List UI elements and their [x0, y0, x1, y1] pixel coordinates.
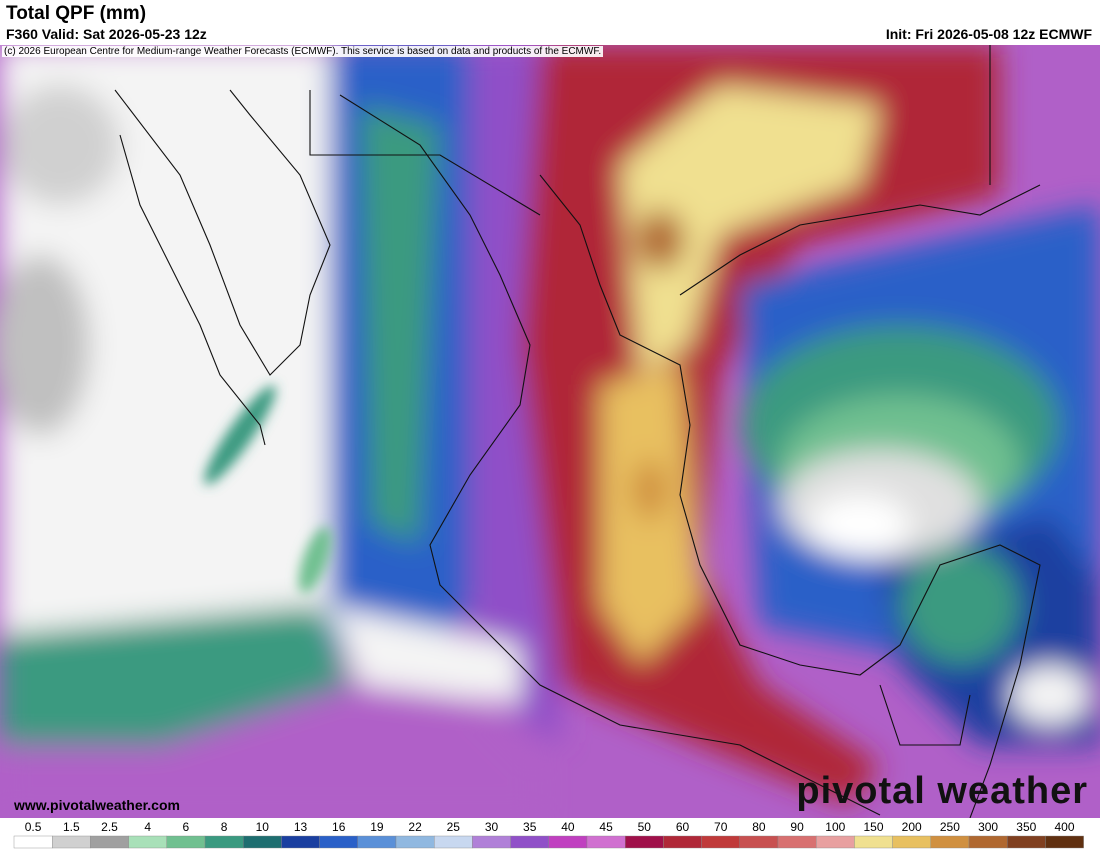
legend-label: 50	[638, 820, 652, 834]
valid-time: F360 Valid: Sat 2026-05-23 12z	[6, 26, 207, 42]
color-cell	[128, 835, 168, 849]
color-cell	[777, 835, 817, 849]
color-cell	[892, 835, 931, 849]
coastlines	[114, 45, 1041, 818]
legend-label: 45	[599, 820, 613, 834]
legend-label: 1.5	[63, 820, 80, 834]
color-cell	[319, 835, 359, 849]
legend-label: 30	[485, 820, 499, 834]
colorbar: 0.5 1.5 2.5 4 6 8 10 13 16 19 22 25 30 35 40 45 50 60 70 80…	[13, 820, 1084, 849]
precip-map	[0, 45, 1100, 818]
legend-label: 25	[447, 820, 461, 834]
legend-label: 0.5	[25, 820, 42, 834]
color-cell	[625, 835, 664, 849]
color-cell	[739, 835, 779, 849]
color-cell	[13, 835, 53, 849]
legend-label: 4	[144, 820, 151, 834]
logo: pivotal weather	[796, 770, 1088, 812]
color-cell	[854, 835, 893, 849]
color-cell	[166, 835, 206, 849]
color-cell	[968, 835, 1008, 849]
color-cell	[395, 835, 435, 849]
legend-label: 400	[1054, 820, 1074, 834]
color-cell	[663, 835, 702, 849]
color-cell	[434, 835, 473, 849]
color-cell	[586, 835, 626, 849]
color-cell	[930, 835, 970, 849]
website: www.pivotalweather.com	[14, 797, 180, 813]
legend-label: 350	[1016, 820, 1036, 834]
legend-label: 13	[294, 820, 308, 834]
legend-label: 200	[902, 820, 922, 834]
copyright: (c) 2026 European Centre for Medium-rang…	[2, 46, 604, 57]
color-cell	[52, 835, 91, 849]
legend-label: 40	[561, 820, 575, 834]
init-time: Init: Fri 2026-05-08 12z ECMWF	[885, 26, 1092, 42]
legend-label: 150	[863, 820, 883, 834]
color-cell	[701, 835, 740, 849]
legend-label: 80	[752, 820, 766, 834]
color-cell	[548, 835, 588, 849]
color-cell	[1007, 835, 1046, 849]
legend-label: 19	[370, 820, 384, 834]
color-cell	[281, 835, 320, 849]
legend-label: 16	[332, 820, 346, 834]
legend-label: 6	[183, 820, 190, 834]
color-cell	[1045, 835, 1084, 849]
legend-label: 2.5	[101, 820, 118, 834]
color-cell	[242, 835, 282, 849]
color-cell	[510, 835, 550, 849]
legend-label: 22	[408, 820, 422, 834]
color-cell	[357, 835, 397, 849]
color-cell	[90, 835, 129, 849]
legend-label: 8	[221, 820, 228, 834]
legend-label: 10	[256, 820, 270, 834]
color-cell	[816, 835, 855, 849]
color-cell	[472, 835, 511, 849]
legend-label: 250	[940, 820, 960, 834]
legend-label: 100	[825, 820, 845, 834]
legend-label: 300	[978, 820, 998, 834]
color-cell	[204, 835, 244, 849]
legend-label: 60	[676, 820, 690, 834]
legend-label: 90	[790, 820, 804, 834]
map-title: Total QPF (mm)	[6, 3, 147, 24]
legend-label: 35	[523, 820, 537, 834]
legend-label: 70	[714, 820, 728, 834]
